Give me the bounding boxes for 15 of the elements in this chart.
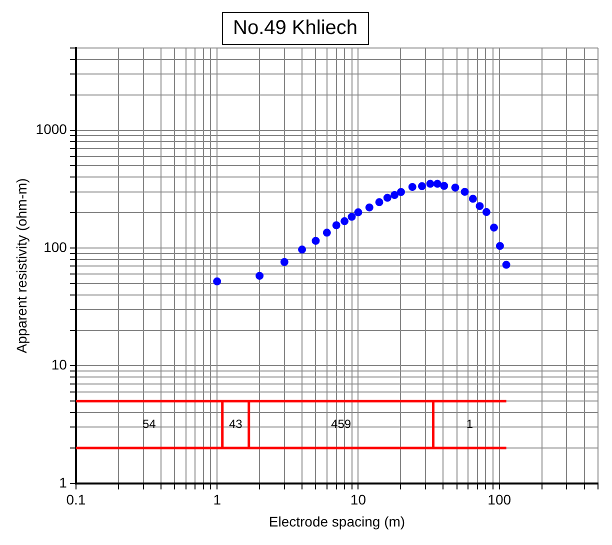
x-tick-label: 100 [488,492,512,508]
y-tick-label: 10 [51,356,68,373]
y-tick-label: 1000 [36,121,68,138]
annotation: 43 [228,416,243,431]
x-axis-title: Electrode spacing (m) [268,513,406,530]
annotation: 459 [331,416,352,431]
x-tick-label: 1 [213,492,222,508]
y-tick-label: 100 [44,238,68,255]
chart-title: No.49 Khliech [222,12,369,45]
y-tick-label: 1 [59,474,68,490]
annotation: 1 [466,416,474,431]
annotation: 54 [142,416,156,431]
y-axis-title: Apparent resistivity (ohm-m) [13,178,30,354]
x-tick-label: 0.1 [66,492,86,508]
x-tick-label: 10 [350,492,366,508]
